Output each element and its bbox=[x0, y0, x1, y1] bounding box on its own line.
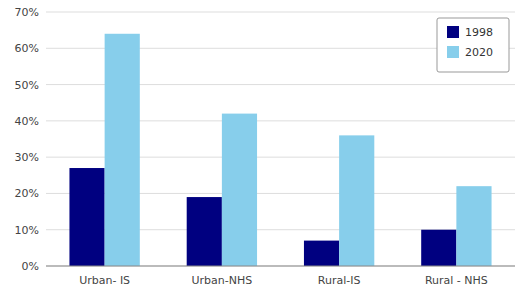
chart: 0% 10% 20% 30% 40% 50% 60% 70% Urban- IS Urban-NH… bbox=[0, 0, 527, 296]
y-tick-label: 0% bbox=[22, 260, 39, 273]
bar bbox=[222, 114, 257, 266]
bar bbox=[456, 186, 491, 266]
legend-label: 1998 bbox=[465, 26, 493, 39]
legend-swatch bbox=[447, 26, 459, 38]
legend-frame bbox=[437, 18, 509, 72]
x-tick-label: Rural - NHS bbox=[425, 274, 488, 287]
y-tick-label: 10% bbox=[15, 224, 39, 237]
bar bbox=[69, 168, 104, 266]
legend-swatch bbox=[447, 46, 459, 58]
bar bbox=[421, 230, 456, 266]
y-tick-label: 40% bbox=[15, 115, 39, 128]
legend: 1998 2020 bbox=[437, 18, 509, 72]
y-tick-label: 30% bbox=[15, 151, 39, 164]
x-tick-label: Rural-IS bbox=[318, 274, 361, 287]
y-tick-label: 70% bbox=[15, 6, 39, 19]
bars bbox=[69, 34, 491, 266]
x-tick-label: Urban- IS bbox=[79, 274, 130, 287]
bar bbox=[304, 241, 339, 266]
grid-line bbox=[46, 12, 515, 13]
y-tick-label: 20% bbox=[15, 187, 39, 200]
bar bbox=[187, 197, 222, 266]
x-tick-label: Urban-NHS bbox=[192, 274, 253, 287]
y-tick-label: 50% bbox=[15, 79, 39, 92]
y-tick-label: 60% bbox=[15, 42, 39, 55]
bar bbox=[339, 135, 374, 266]
x-axis bbox=[46, 266, 515, 267]
grid-line bbox=[46, 266, 515, 267]
chart-container: 0% 10% 20% 30% 40% 50% 60% 70% Urban- IS Urban-NH… bbox=[0, 0, 527, 296]
bar bbox=[105, 34, 140, 266]
legend-label: 2020 bbox=[465, 46, 493, 59]
